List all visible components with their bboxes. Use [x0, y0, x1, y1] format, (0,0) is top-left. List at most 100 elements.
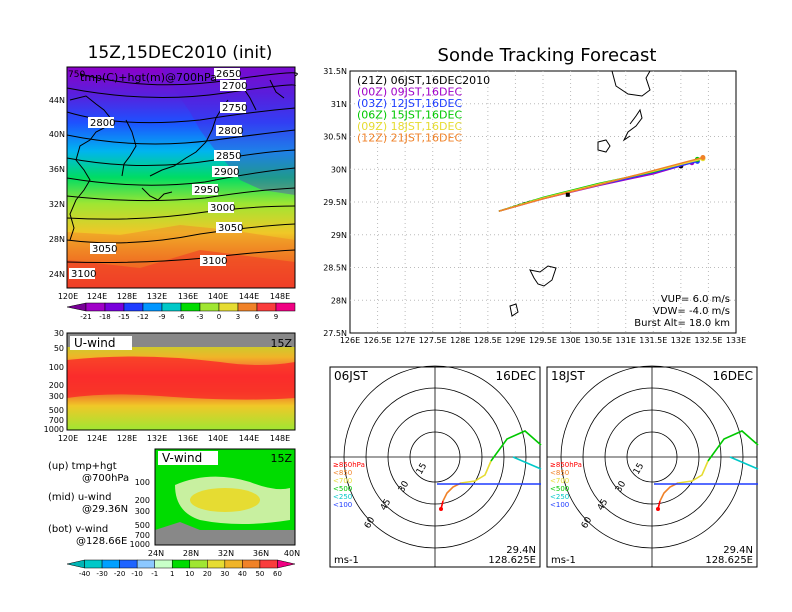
- hodograph-trace: [659, 482, 679, 502]
- track-lines: [498, 154, 706, 212]
- map-y-tick: 36N: [49, 165, 65, 174]
- pressure-legend-item: <100: [333, 501, 352, 509]
- v-wind-ground: [155, 530, 295, 545]
- v-wind-title-box: [158, 451, 218, 465]
- track-legend-item: (09Z) 18JST,16DEC: [357, 120, 462, 133]
- track-y-tick: 30N: [331, 165, 347, 174]
- hodograph-trace: [442, 482, 462, 502]
- track-x-tick: 129.5E: [529, 336, 557, 345]
- v-y-tick: 300: [135, 507, 150, 516]
- track-x-tick: 130E: [560, 336, 580, 345]
- colorbar-label: 0: [217, 313, 221, 321]
- contour-label: 2900: [214, 167, 239, 178]
- track-endpoint: [700, 154, 706, 160]
- u-wind-frame: [66, 332, 296, 431]
- v-x-tick: 36N: [253, 549, 269, 558]
- colorbar-swatch: [66, 559, 85, 569]
- track-legend-item: (21Z) 06JST,16DEC2010: [357, 74, 490, 87]
- note-line: (up) tmp+hgt: [48, 461, 117, 472]
- hodograph-lat: 29.4N: [506, 545, 536, 556]
- colorbar-swatch: [207, 559, 226, 569]
- track-legend: (21Z) 06JST,16DEC2010(00Z) 09JST,16DEC(0…: [357, 74, 490, 145]
- u-wind-panel: U-wind 15Z 30 50 100 200 300 500 700 100…: [44, 329, 296, 443]
- track-x-tick: 126E: [340, 336, 360, 345]
- colorbar-label: 50: [255, 570, 264, 578]
- pressure-legend-item: <500: [333, 485, 352, 493]
- v-y-tick: 500: [135, 521, 150, 530]
- map-x-tick: 124E: [87, 292, 107, 301]
- note-line: @29.36N: [82, 504, 128, 515]
- main-title: Sonde Tracking Forecast: [438, 45, 657, 66]
- colorbar-label: -40: [79, 570, 90, 578]
- hodograph-time: 06JST: [334, 369, 368, 383]
- colorbar-label: -15: [118, 313, 129, 321]
- map-y-tick: 32N: [49, 200, 65, 209]
- track-marker: [565, 192, 570, 197]
- v-x-tick: 24N: [148, 549, 164, 558]
- track-x-tick: 131E: [616, 336, 636, 345]
- contour-label: 3050: [218, 223, 243, 234]
- v-y-tick: 100: [135, 478, 150, 487]
- v-wind-title: V-wind: [162, 451, 202, 465]
- colorbar-swatch: [277, 559, 296, 569]
- u-y-tick: 50: [54, 344, 64, 353]
- v-wind-panel: V-wind 15Z 100 200 300 500 700 1000 24N …: [130, 448, 300, 558]
- map-y-tick: 24N: [49, 270, 65, 279]
- colorbar-swatch: [224, 559, 243, 569]
- pressure-legend-item: ≥850hPa: [550, 461, 582, 469]
- track-x-tick: 128E: [450, 336, 470, 345]
- track-map-panel: (21Z) 06JST,16DEC2010(00Z) 09JST,16DEC(0…: [323, 67, 746, 345]
- hodograph-trace: [677, 460, 709, 484]
- v-wind-x-ticks: 24N 28N 32N 36N 40N: [148, 549, 300, 558]
- hodograph-units: ms-1: [551, 555, 576, 566]
- note-line: @700hPa: [82, 473, 129, 484]
- u-y-tick: 100: [49, 363, 64, 372]
- hodograph-lat: 29.4N: [723, 545, 753, 556]
- track-legend-item: (12Z) 21JST,16DEC: [357, 132, 462, 145]
- u-wind-title-box: [70, 336, 132, 350]
- hodograph-lon: 128.625E: [488, 555, 536, 566]
- contour-label: 2650: [216, 69, 241, 80]
- hodograph-time: 18JST: [551, 369, 585, 383]
- panel-notes: (up) tmp+hgt @700hPa (mid) u-wind @29.36…: [48, 461, 129, 547]
- colorbar-label: -9: [159, 313, 166, 321]
- map-x-tick: 128E: [117, 292, 137, 301]
- v-wind-time: 15Z: [270, 452, 292, 465]
- v-x-tick: 40N: [284, 549, 300, 558]
- hodograph-date: 16DEC: [496, 369, 536, 383]
- colorbar-label: 10: [185, 570, 194, 578]
- track-x-ticks: 126E 126.5E 127E 127.5E 128E 128.5E 129E 129.5E…: [340, 336, 746, 345]
- map-x-tick: 120E: [58, 292, 78, 301]
- track-y-tick: 28N: [331, 296, 347, 305]
- colorbar-label: -10: [131, 570, 142, 578]
- u-wind-title: U-wind: [74, 336, 115, 350]
- colorbar-label: 60: [273, 570, 282, 578]
- colorbar-label: 30: [220, 570, 229, 578]
- colorbar-swatch: [237, 302, 258, 312]
- colorbar-swatch: [180, 302, 201, 312]
- track-y-tick: 28.5N: [323, 264, 347, 273]
- colorbar-swatch: [256, 302, 277, 312]
- colorbar-swatch: [154, 559, 173, 569]
- islands: [509, 70, 651, 317]
- v-x-tick: 32N: [218, 549, 234, 558]
- map-x-ticks: 120E 124E 128E 132E 136E 140E 144E 148E: [58, 292, 290, 301]
- colorbar-label: 9: [274, 313, 278, 321]
- u-x-tick: 136E: [178, 434, 198, 443]
- u-y-tick: 300: [49, 392, 64, 401]
- colorbar-label: 3: [236, 313, 240, 321]
- map-x-tick: 140E: [208, 292, 228, 301]
- burst-text: Burst Alt= 18.0 km: [634, 318, 730, 329]
- colorbar-label: -6: [178, 313, 186, 321]
- track-y-tick: 31.5N: [323, 67, 347, 76]
- contour-labels: 2700 2750 2800 2800 2850 2900 2950 3000 …: [68, 68, 247, 280]
- pressure-legend-item: <250: [550, 493, 569, 501]
- u-y-tick: 500: [49, 406, 64, 415]
- colorbar-label: -12: [137, 313, 148, 321]
- track-x-tick: 127.5E: [419, 336, 447, 345]
- map-x-tick: 148E: [270, 292, 290, 301]
- track-x-tick: 133E: [726, 336, 746, 345]
- track-y-ticks: 31.5N 31N 30.5N 30N 29.5N 29N 28.5N 28N 27.5N: [323, 67, 347, 338]
